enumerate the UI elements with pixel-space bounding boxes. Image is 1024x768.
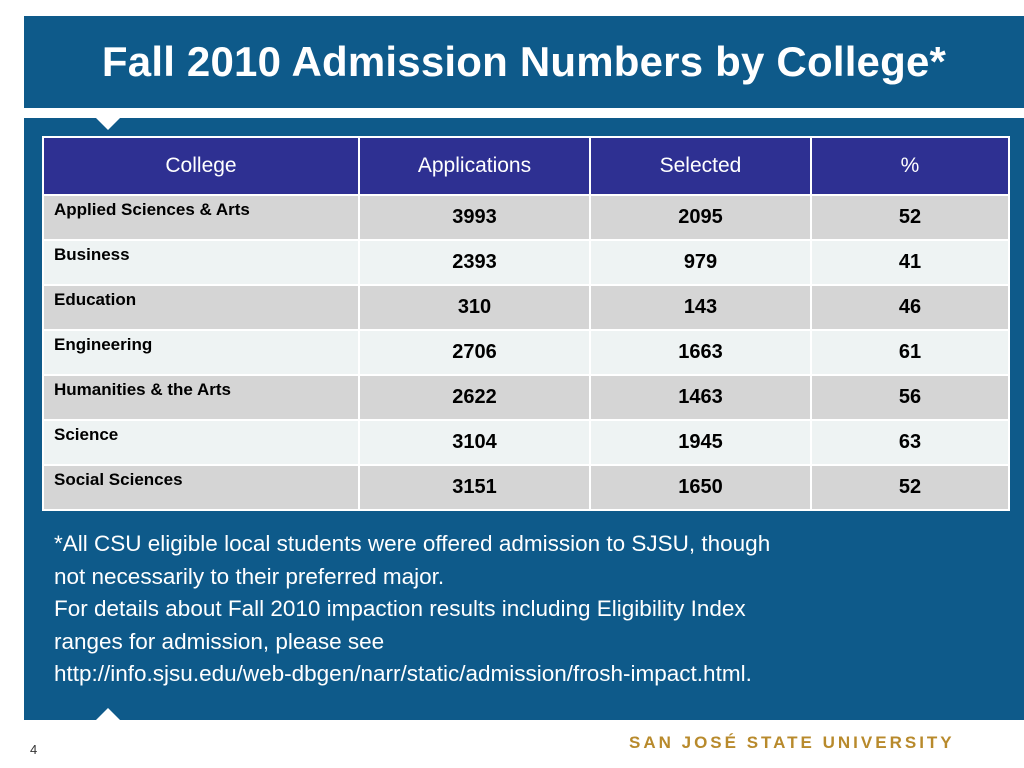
footnote-line: not necessarily to their preferred major…	[54, 563, 445, 589]
table-header-row: College Applications Selected %	[42, 136, 1010, 196]
header-percent: %	[810, 136, 1010, 196]
percent-cell: 63	[810, 419, 1010, 466]
percent-cell: 61	[810, 329, 1010, 376]
selected-cell: 1945	[589, 419, 812, 466]
applications-cell: 2622	[358, 374, 591, 421]
header-applications: Applications	[358, 136, 591, 196]
selected-cell: 1663	[589, 329, 812, 376]
panel-notch-bottom	[96, 708, 120, 720]
table-row: Engineering 2706 1663 61	[42, 329, 1010, 376]
percent-cell: 56	[810, 374, 1010, 421]
selected-cell: 1650	[589, 464, 812, 511]
footnote-url: http://info.sjsu.edu/web-dbgen/narr/stat…	[54, 661, 752, 686]
table-row: Science 3104 1945 63	[42, 419, 1010, 466]
college-cell: Business	[42, 239, 360, 286]
footnote-line: *All CSU eligible local students were of…	[54, 531, 771, 556]
selected-cell: 2095	[589, 194, 812, 241]
percent-cell: 52	[810, 464, 1010, 511]
admissions-table: College Applications Selected % Applied …	[42, 136, 1010, 511]
selected-cell: 143	[589, 284, 812, 331]
college-cell: Humanities & the Arts	[42, 374, 360, 421]
table-row: Social Sciences 3151 1650 52	[42, 464, 1010, 511]
university-logo: SAN JOSÉ STATE UNIVERSITY	[629, 733, 955, 752]
table-row: Business 2393 979 41	[42, 239, 1010, 286]
applications-cell: 3151	[358, 464, 591, 511]
footnote: *All CSU eligible local students were of…	[54, 528, 984, 691]
college-cell: Applied Sciences & Arts	[42, 194, 360, 241]
table-row: Humanities & the Arts 2622 1463 56	[42, 374, 1010, 421]
college-cell: Engineering	[42, 329, 360, 376]
table-row: Applied Sciences & Arts 3993 2095 52	[42, 194, 1010, 241]
applications-cell: 3104	[358, 419, 591, 466]
college-cell: Education	[42, 284, 360, 331]
percent-cell: 41	[810, 239, 1010, 286]
header-selected: Selected	[589, 136, 812, 196]
selected-cell: 979	[589, 239, 812, 286]
page-number: 4	[30, 742, 38, 757]
panel-notch-top	[96, 118, 120, 130]
selected-cell: 1463	[589, 374, 812, 421]
college-cell: Social Sciences	[42, 464, 360, 511]
college-cell: Science	[42, 419, 360, 466]
applications-cell: 2393	[358, 239, 591, 286]
title-bar: Fall 2010 Admission Numbers by College*	[24, 16, 1024, 108]
applications-cell: 3993	[358, 194, 591, 241]
percent-cell: 46	[810, 284, 1010, 331]
header-college: College	[42, 136, 360, 196]
slide-title: Fall 2010 Admission Numbers by College*	[101, 38, 947, 85]
percent-cell: 52	[810, 194, 1010, 241]
applications-cell: 310	[358, 284, 591, 331]
footnote-line: For details about Fall 2010 impaction re…	[54, 596, 746, 621]
applications-cell: 2706	[358, 329, 591, 376]
footnote-line: ranges for admission, please see	[54, 628, 385, 654]
table-row: Education 310 143 46	[42, 284, 1010, 331]
